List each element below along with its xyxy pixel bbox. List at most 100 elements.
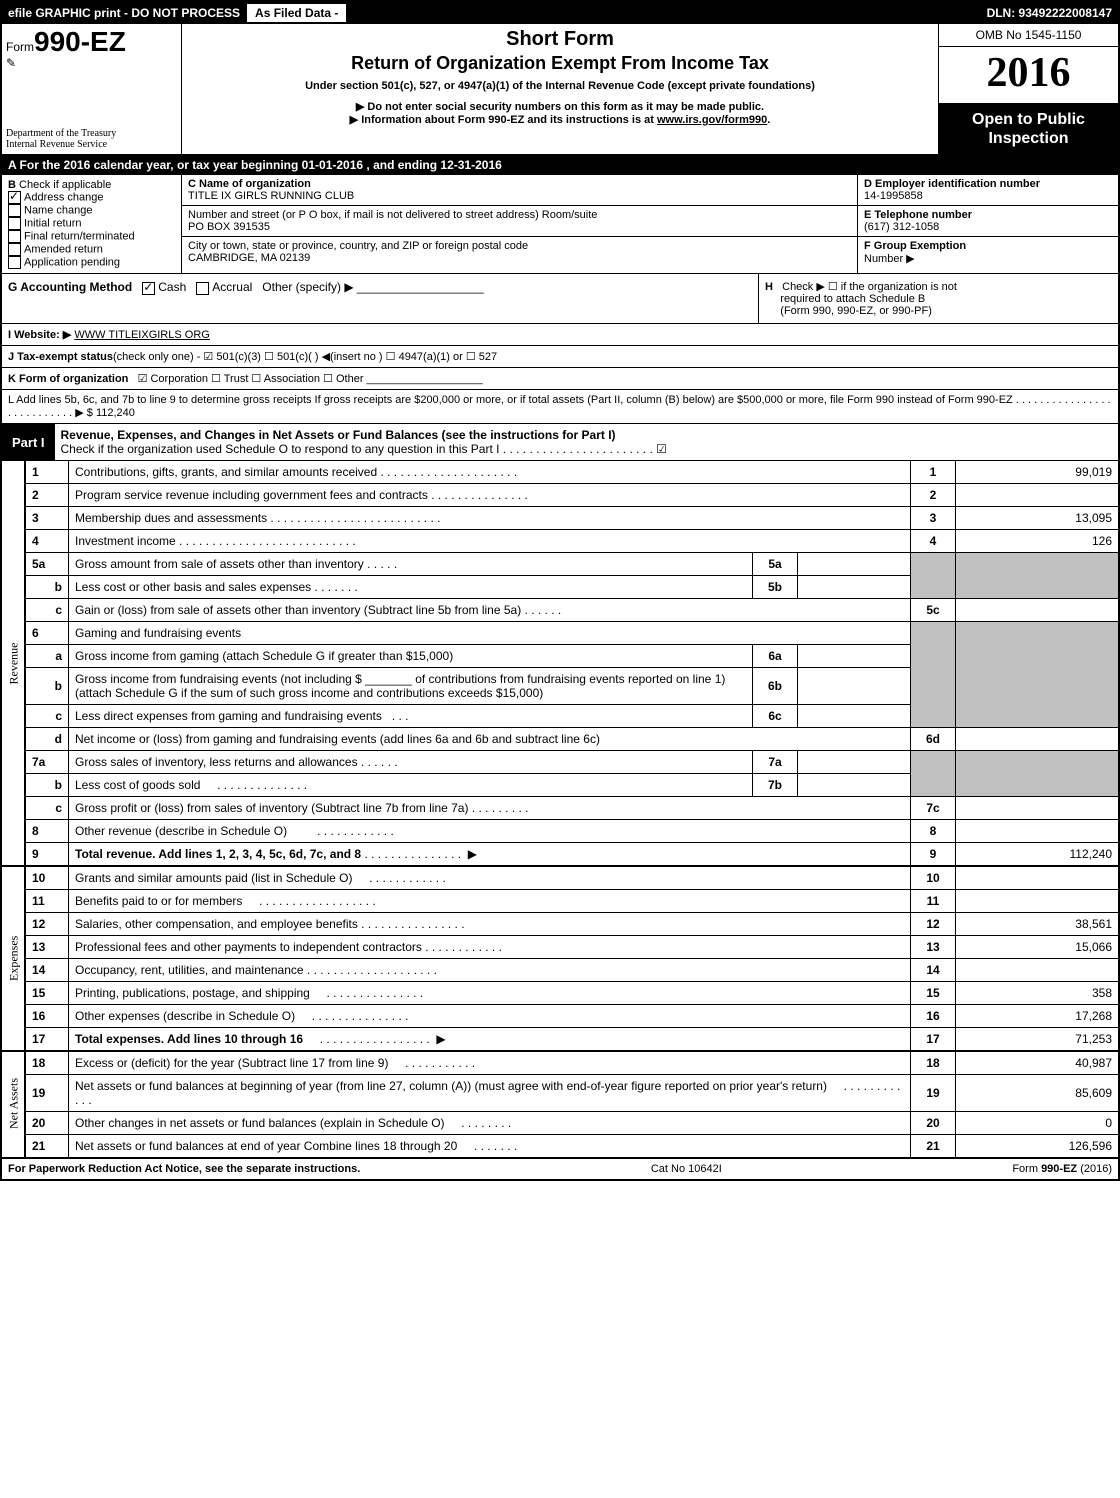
l14-rn: 14 bbox=[911, 959, 956, 982]
d-label: D Employer identification number bbox=[864, 178, 1040, 190]
l17-rn: 17 bbox=[911, 1028, 956, 1052]
c-city-label: City or town, state or province, country… bbox=[188, 240, 528, 252]
dept-line1: Department of the Treasury bbox=[6, 128, 177, 139]
l5-shade bbox=[911, 553, 956, 599]
checkbox-cash[interactable] bbox=[142, 282, 155, 295]
form-number-text: 990-EZ bbox=[34, 26, 126, 57]
website-value: WWW TITLEIXGIRLS ORG bbox=[74, 329, 209, 341]
c-name-row: C Name of organization TITLE IX GIRLS RU… bbox=[182, 175, 857, 206]
l15-val: 358 bbox=[956, 982, 1119, 1005]
checkbox-amended-return[interactable] bbox=[8, 243, 21, 256]
l16-val: 17,268 bbox=[956, 1005, 1119, 1028]
j-label: J Tax-exempt status bbox=[8, 351, 113, 363]
b-item-4: Amended return bbox=[24, 244, 103, 256]
l7c-num: c bbox=[25, 797, 69, 820]
row-l-gross-receipts: L Add lines 5b, 6c, and 7b to line 9 to … bbox=[2, 389, 1118, 423]
line-18: Net Assets 18 Excess or (deficit) for th… bbox=[2, 1051, 1118, 1075]
l11-rn: 11 bbox=[911, 890, 956, 913]
header-left: Form990-EZ ✎ Department of the Treasury … bbox=[2, 24, 182, 154]
g-accrual: Accrual bbox=[212, 280, 252, 294]
l16-rn: 16 bbox=[911, 1005, 956, 1028]
line-4: 4 Investment income . . . . . . . . . . … bbox=[2, 530, 1118, 553]
d-value: 14-1995858 bbox=[864, 190, 923, 202]
l10-num: 10 bbox=[25, 866, 69, 890]
c-addr-row: Number and street (or P O box, if mail i… bbox=[182, 206, 857, 237]
l3-num: 3 bbox=[25, 507, 69, 530]
l18-rn: 18 bbox=[911, 1051, 956, 1075]
efile-icon: ✎ bbox=[6, 56, 177, 70]
g-other: Other (specify) ▶ bbox=[262, 280, 353, 294]
l6d-num: d bbox=[25, 728, 69, 751]
e-label: E Telephone number bbox=[864, 209, 972, 221]
part1-subtitle: Check if the organization used Schedule … bbox=[61, 442, 667, 456]
l7a-desc: Gross sales of inventory, less returns a… bbox=[69, 751, 753, 774]
irs-link[interactable]: www.irs.gov/form990 bbox=[657, 114, 767, 126]
l7b-desc: Less cost of goods sold . . . . . . . . … bbox=[69, 774, 753, 797]
checkbox-accrual[interactable] bbox=[196, 282, 209, 295]
form-prefix: Form bbox=[6, 40, 34, 54]
l9-rn: 9 bbox=[911, 843, 956, 867]
checkbox-final-return[interactable] bbox=[8, 230, 21, 243]
checkbox-name-change[interactable] bbox=[8, 204, 21, 217]
tax-year: 2016 bbox=[939, 47, 1118, 104]
l20-rn: 20 bbox=[911, 1112, 956, 1135]
row-a-calendar-year: A For the 2016 calendar year, or tax yea… bbox=[2, 155, 1118, 175]
b-item-3: Final return/terminated bbox=[24, 231, 135, 243]
l18-num: 18 bbox=[25, 1051, 69, 1075]
l7c-val bbox=[956, 797, 1119, 820]
g-accounting: G Accounting Method Cash Accrual Other (… bbox=[2, 274, 758, 323]
b-item-5: Application pending bbox=[24, 257, 120, 269]
section-def: D Employer identification number 14-1995… bbox=[858, 175, 1118, 273]
i-label: I Website: ▶ bbox=[8, 329, 71, 341]
l19-num: 19 bbox=[25, 1075, 69, 1112]
line-15: 15 Printing, publications, postage, and … bbox=[2, 982, 1118, 1005]
k-text: ☑ Corporation ☐ Trust ☐ Association ☐ Ot… bbox=[138, 373, 364, 385]
l7a-boxval bbox=[798, 751, 911, 774]
l12-val: 38,561 bbox=[956, 913, 1119, 936]
l20-desc: Other changes in net assets or fund bala… bbox=[69, 1112, 911, 1135]
section-bcdef: B Check if applicable Address change Nam… bbox=[2, 175, 1118, 273]
l6a-num: a bbox=[25, 645, 69, 668]
l11-val bbox=[956, 890, 1119, 913]
header-center: Short Form Return of Organization Exempt… bbox=[182, 24, 938, 154]
c-label: C Name of organization bbox=[188, 178, 311, 190]
footer-mid: Cat No 10642I bbox=[651, 1163, 722, 1175]
revenue-side-label: Revenue bbox=[2, 461, 25, 867]
l10-val bbox=[956, 866, 1119, 890]
checkbox-application-pending[interactable] bbox=[8, 256, 21, 269]
l16-desc: Other expenses (describe in Schedule O) … bbox=[69, 1005, 911, 1028]
e-phone: E Telephone number (617) 312-1058 bbox=[858, 206, 1118, 237]
l6-num: 6 bbox=[25, 622, 69, 645]
l2-rn: 2 bbox=[911, 484, 956, 507]
checkbox-initial-return[interactable] bbox=[8, 217, 21, 230]
line-3: 3 Membership dues and assessments . . . … bbox=[2, 507, 1118, 530]
l2-desc: Program service revenue including govern… bbox=[69, 484, 911, 507]
org-address: PO BOX 391535 bbox=[188, 221, 270, 233]
line-8: 8 Other revenue (describe in Schedule O)… bbox=[2, 820, 1118, 843]
line-9: 9 Total revenue. Add lines 1, 2, 3, 4, 5… bbox=[2, 843, 1118, 867]
section-b: B Check if applicable Address change Nam… bbox=[2, 175, 182, 273]
l13-rn: 13 bbox=[911, 936, 956, 959]
l6d-val bbox=[956, 728, 1119, 751]
l21-rn: 21 bbox=[911, 1135, 956, 1158]
l6-shade-val bbox=[956, 622, 1119, 728]
line-2: 2 Program service revenue including gove… bbox=[2, 484, 1118, 507]
l7c-rn: 7c bbox=[911, 797, 956, 820]
form-header: Form990-EZ ✎ Department of the Treasury … bbox=[2, 24, 1118, 155]
form-990ez-page: efile GRAPHIC print - DO NOT PROCESS As … bbox=[0, 0, 1120, 1181]
l5-shade-val bbox=[956, 553, 1119, 599]
b-item-0: Address change bbox=[24, 192, 104, 204]
l13-num: 13 bbox=[25, 936, 69, 959]
row-k-org-form: K Form of organization ☑ Corporation ☐ T… bbox=[2, 367, 1118, 389]
l6a-box: 6a bbox=[753, 645, 798, 668]
l-text: L Add lines 5b, 6c, and 7b to line 9 to … bbox=[8, 394, 1111, 419]
dept-line2: Internal Revenue Service bbox=[6, 139, 177, 150]
checkbox-address-change[interactable] bbox=[8, 191, 21, 204]
line-20: 20 Other changes in net assets or fund b… bbox=[2, 1112, 1118, 1135]
part1-title: Revenue, Expenses, and Changes in Net As… bbox=[61, 428, 616, 442]
l6c-num: c bbox=[25, 705, 69, 728]
org-city: CAMBRIDGE, MA 02139 bbox=[188, 252, 310, 264]
l11-desc: Benefits paid to or for members . . . . … bbox=[69, 890, 911, 913]
l17-desc: Total expenses. Add lines 10 through 16 … bbox=[69, 1028, 911, 1052]
line-7a: 7a Gross sales of inventory, less return… bbox=[2, 751, 1118, 774]
